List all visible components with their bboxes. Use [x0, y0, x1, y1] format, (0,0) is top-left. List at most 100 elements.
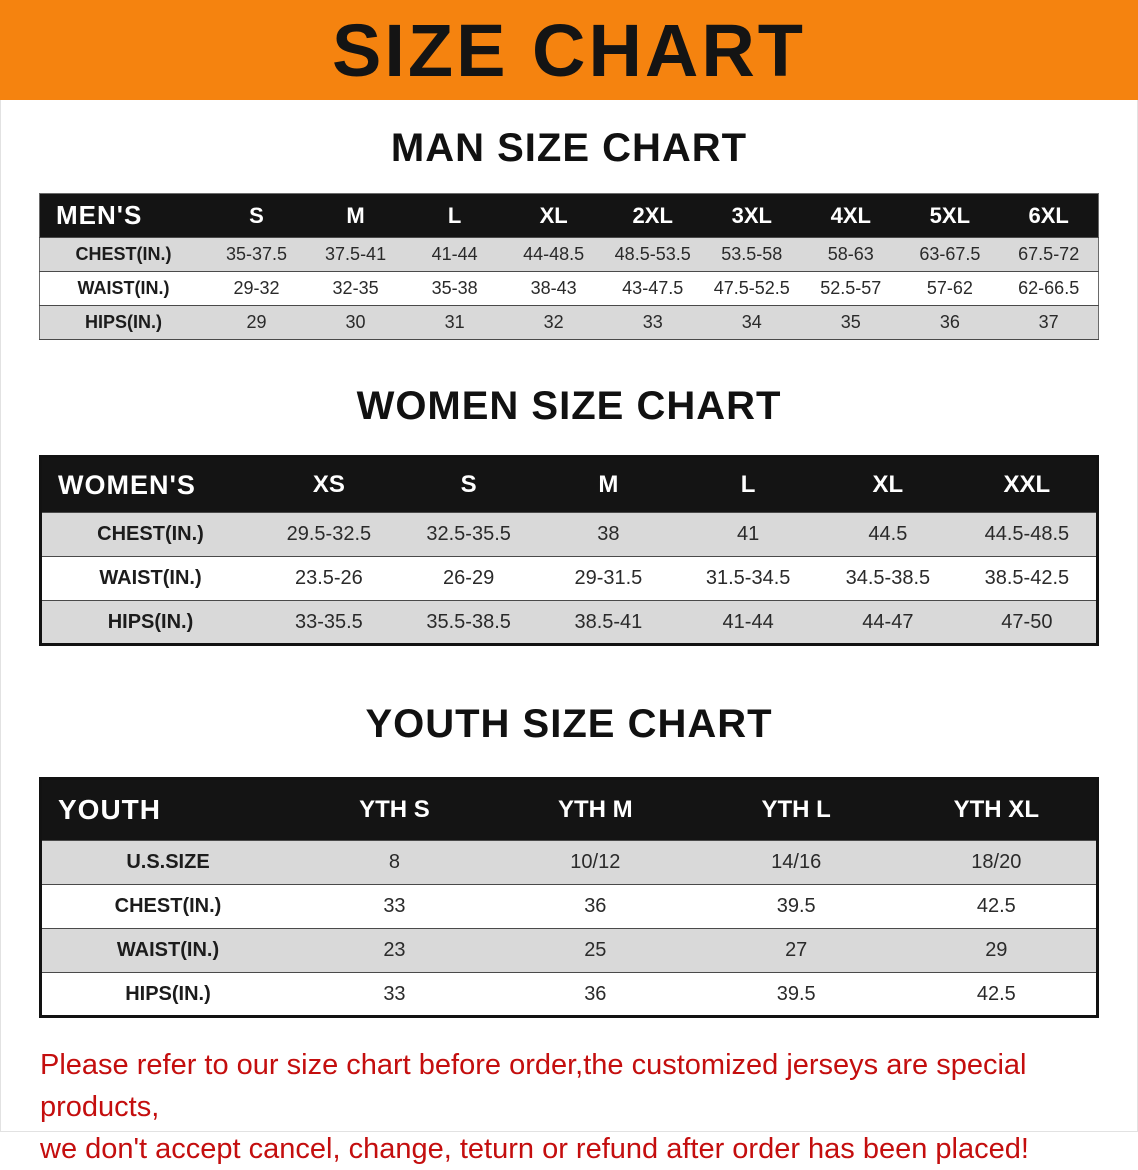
size-column-header: 6XL	[999, 193, 1099, 238]
size-value-cell: 35-38	[431, 278, 478, 298]
size-column-header: YTH L	[695, 778, 897, 841]
size-column-header: YTH S	[294, 778, 495, 841]
size-column-header: XS	[259, 456, 399, 513]
size-value-cell: 29-32	[233, 278, 280, 298]
size-value-cell: 30	[345, 312, 366, 332]
size-value-cell: 44.5	[868, 523, 908, 545]
size-column-header: 5XL	[900, 193, 1000, 238]
size-value-cell: 67.5-72	[1018, 244, 1080, 264]
row-label: WAIST(IN.)	[99, 567, 202, 589]
row-label: HIPS(IN.)	[107, 610, 194, 633]
table-corner-label: YOUTH	[40, 778, 294, 841]
size-value-cell: 63-67.5	[919, 244, 981, 264]
size-value-cell: 37	[1038, 312, 1059, 332]
size-value-cell: 38-43	[530, 278, 577, 298]
size-value-cell: 32.5-35.5	[426, 523, 511, 545]
size-value-cell: 10/12	[570, 851, 621, 873]
size-value-cell: 31	[444, 312, 465, 332]
size-value-cell: 42.5	[976, 982, 1016, 1005]
size-value-cell: 25	[584, 939, 607, 961]
size-column-header: XL	[504, 193, 604, 238]
size-value-cell: 44.5-48.5	[984, 523, 1070, 545]
size-value-cell: 29-31.5	[574, 567, 643, 589]
disclaimer-line-1: Please refer to our size chart before or…	[40, 1049, 1027, 1124]
size-value-cell: 27	[785, 939, 808, 961]
size-value-cell: 36	[584, 982, 607, 1005]
size-column-header: 2XL	[603, 193, 703, 238]
size-value-cell: 33	[383, 895, 406, 917]
table-row: WAIST(IN.) 23.5-26 26-29 29-31.5 31.5-34.5 34…	[40, 556, 1098, 601]
size-value-cell: 36	[939, 312, 960, 332]
size-value-cell: 39.5	[776, 982, 816, 1005]
size-value-cell: 53.5-58	[721, 244, 783, 264]
size-value-cell: 47.5-52.5	[713, 278, 790, 298]
size-value-cell: 62-66.5	[1018, 278, 1080, 298]
row-label: CHEST(IN.)	[114, 895, 222, 917]
size-value-cell: 43-47.5	[622, 278, 684, 298]
size-value-cell: 47-50	[1001, 610, 1053, 633]
table-row: WAIST(IN.) 29-32 32-35 35-38 38-43 43-47.5 47.…	[39, 271, 1099, 306]
size-value-cell: 36	[584, 895, 607, 917]
women-section-heading: WOMEN SIZE CHART	[356, 384, 782, 428]
size-column-header: YTH M	[494, 778, 696, 841]
youth-size-table: YOUTH YTH S YTH M YTH L YTH XL U.S.SIZE 8 10/12…	[39, 777, 1099, 1018]
size-value-cell: 34.5-38.5	[845, 567, 931, 589]
size-column-header: XL	[818, 456, 958, 513]
size-value-cell: 31.5-34.5	[705, 567, 791, 589]
size-value-cell: 38	[597, 523, 620, 545]
table-row: HIPS(IN.) 33-35.5 35.5-38.5 38.5-41 41-44 44-…	[40, 600, 1098, 645]
table-corner-label: WOMEN'S	[40, 456, 259, 513]
size-value-cell: 23	[383, 939, 406, 961]
size-value-cell: 33	[642, 312, 663, 332]
size-value-cell: 32-35	[332, 278, 379, 298]
size-value-cell: 44-48.5	[523, 244, 585, 264]
size-value-cell: 41-44	[431, 244, 478, 264]
size-value-cell: 52.5-57	[820, 278, 882, 298]
table-row: HIPS(IN.) 29 30 31 32 33 34 35 36 37	[39, 305, 1099, 340]
disclaimer-text: Please refer to our size chart before or…	[40, 1044, 1138, 1170]
row-label: WAIST(IN.)	[116, 939, 220, 961]
size-column-header: L	[678, 456, 818, 513]
size-value-cell: 33-35.5	[294, 610, 363, 633]
row-label: WAIST(IN.)	[77, 278, 170, 298]
row-label: HIPS(IN.)	[125, 982, 211, 1005]
table-row: HIPS(IN.) 33 36 39.5 42.5	[40, 972, 1098, 1017]
size-value-cell: 41	[737, 523, 760, 545]
size-column-header: M	[538, 456, 679, 513]
size-value-cell: 42.5	[976, 895, 1016, 917]
header-row: WOMEN'S XS S M L XL XXL	[40, 456, 1098, 513]
size-value-cell: 32	[543, 312, 564, 332]
men-section-heading: MAN SIZE CHART	[390, 126, 748, 170]
size-value-cell: 39.5	[776, 895, 816, 917]
table-row: CHEST(IN.) 29.5-32.5 32.5-35.5 38 41 44.5 44.5…	[40, 512, 1098, 557]
table-row: CHEST(IN.) 33 36 39.5 42.5	[40, 884, 1098, 929]
size-value-cell: 8	[388, 851, 400, 873]
size-column-header: XXL	[957, 456, 1098, 513]
size-value-cell: 18/20	[971, 851, 1022, 873]
row-label: U.S.SIZE	[126, 851, 210, 873]
size-value-cell: 35-37.5	[225, 244, 288, 264]
table-row: U.S.SIZE 8 10/12 14/16 18/20	[40, 840, 1098, 885]
size-value-cell: 26-29	[443, 567, 495, 589]
size-value-cell: 58-63	[827, 244, 874, 264]
table-row: CHEST(IN.) 35-37.5 37.5-41 41-44 44-48.5 48.5…	[39, 237, 1099, 272]
size-value-cell: 38.5-41	[574, 610, 643, 633]
size-value-cell: 41-44	[722, 610, 774, 633]
size-value-cell: 44-47	[862, 610, 914, 633]
size-value-cell: 37.5-41	[325, 244, 387, 264]
size-value-cell: 33	[383, 982, 406, 1005]
header-row: YOUTH YTH S YTH M YTH L YTH XL	[40, 778, 1098, 841]
women-size-table: WOMEN'S XS S M L XL XXL CHEST(IN.) 29.5-32.5 32.5…	[39, 455, 1099, 646]
banner-title: SIZE CHART	[332, 8, 806, 92]
table-row: WAIST(IN.) 23 25 27 29	[40, 928, 1098, 973]
table-corner-label: MEN'S	[39, 193, 207, 238]
size-column-header: S	[207, 193, 307, 238]
size-value-cell: 34	[741, 312, 762, 332]
size-value-cell: 35.5-38.5	[426, 610, 511, 633]
size-column-header: 3XL	[702, 193, 802, 238]
youth-section-heading: YOUTH SIZE CHART	[365, 702, 773, 746]
size-value-cell: 29	[985, 939, 1008, 961]
size-column-header: L	[405, 193, 505, 238]
size-value-cell: 14/16	[771, 851, 822, 873]
size-value-cell: 48.5-53.5	[614, 244, 691, 264]
